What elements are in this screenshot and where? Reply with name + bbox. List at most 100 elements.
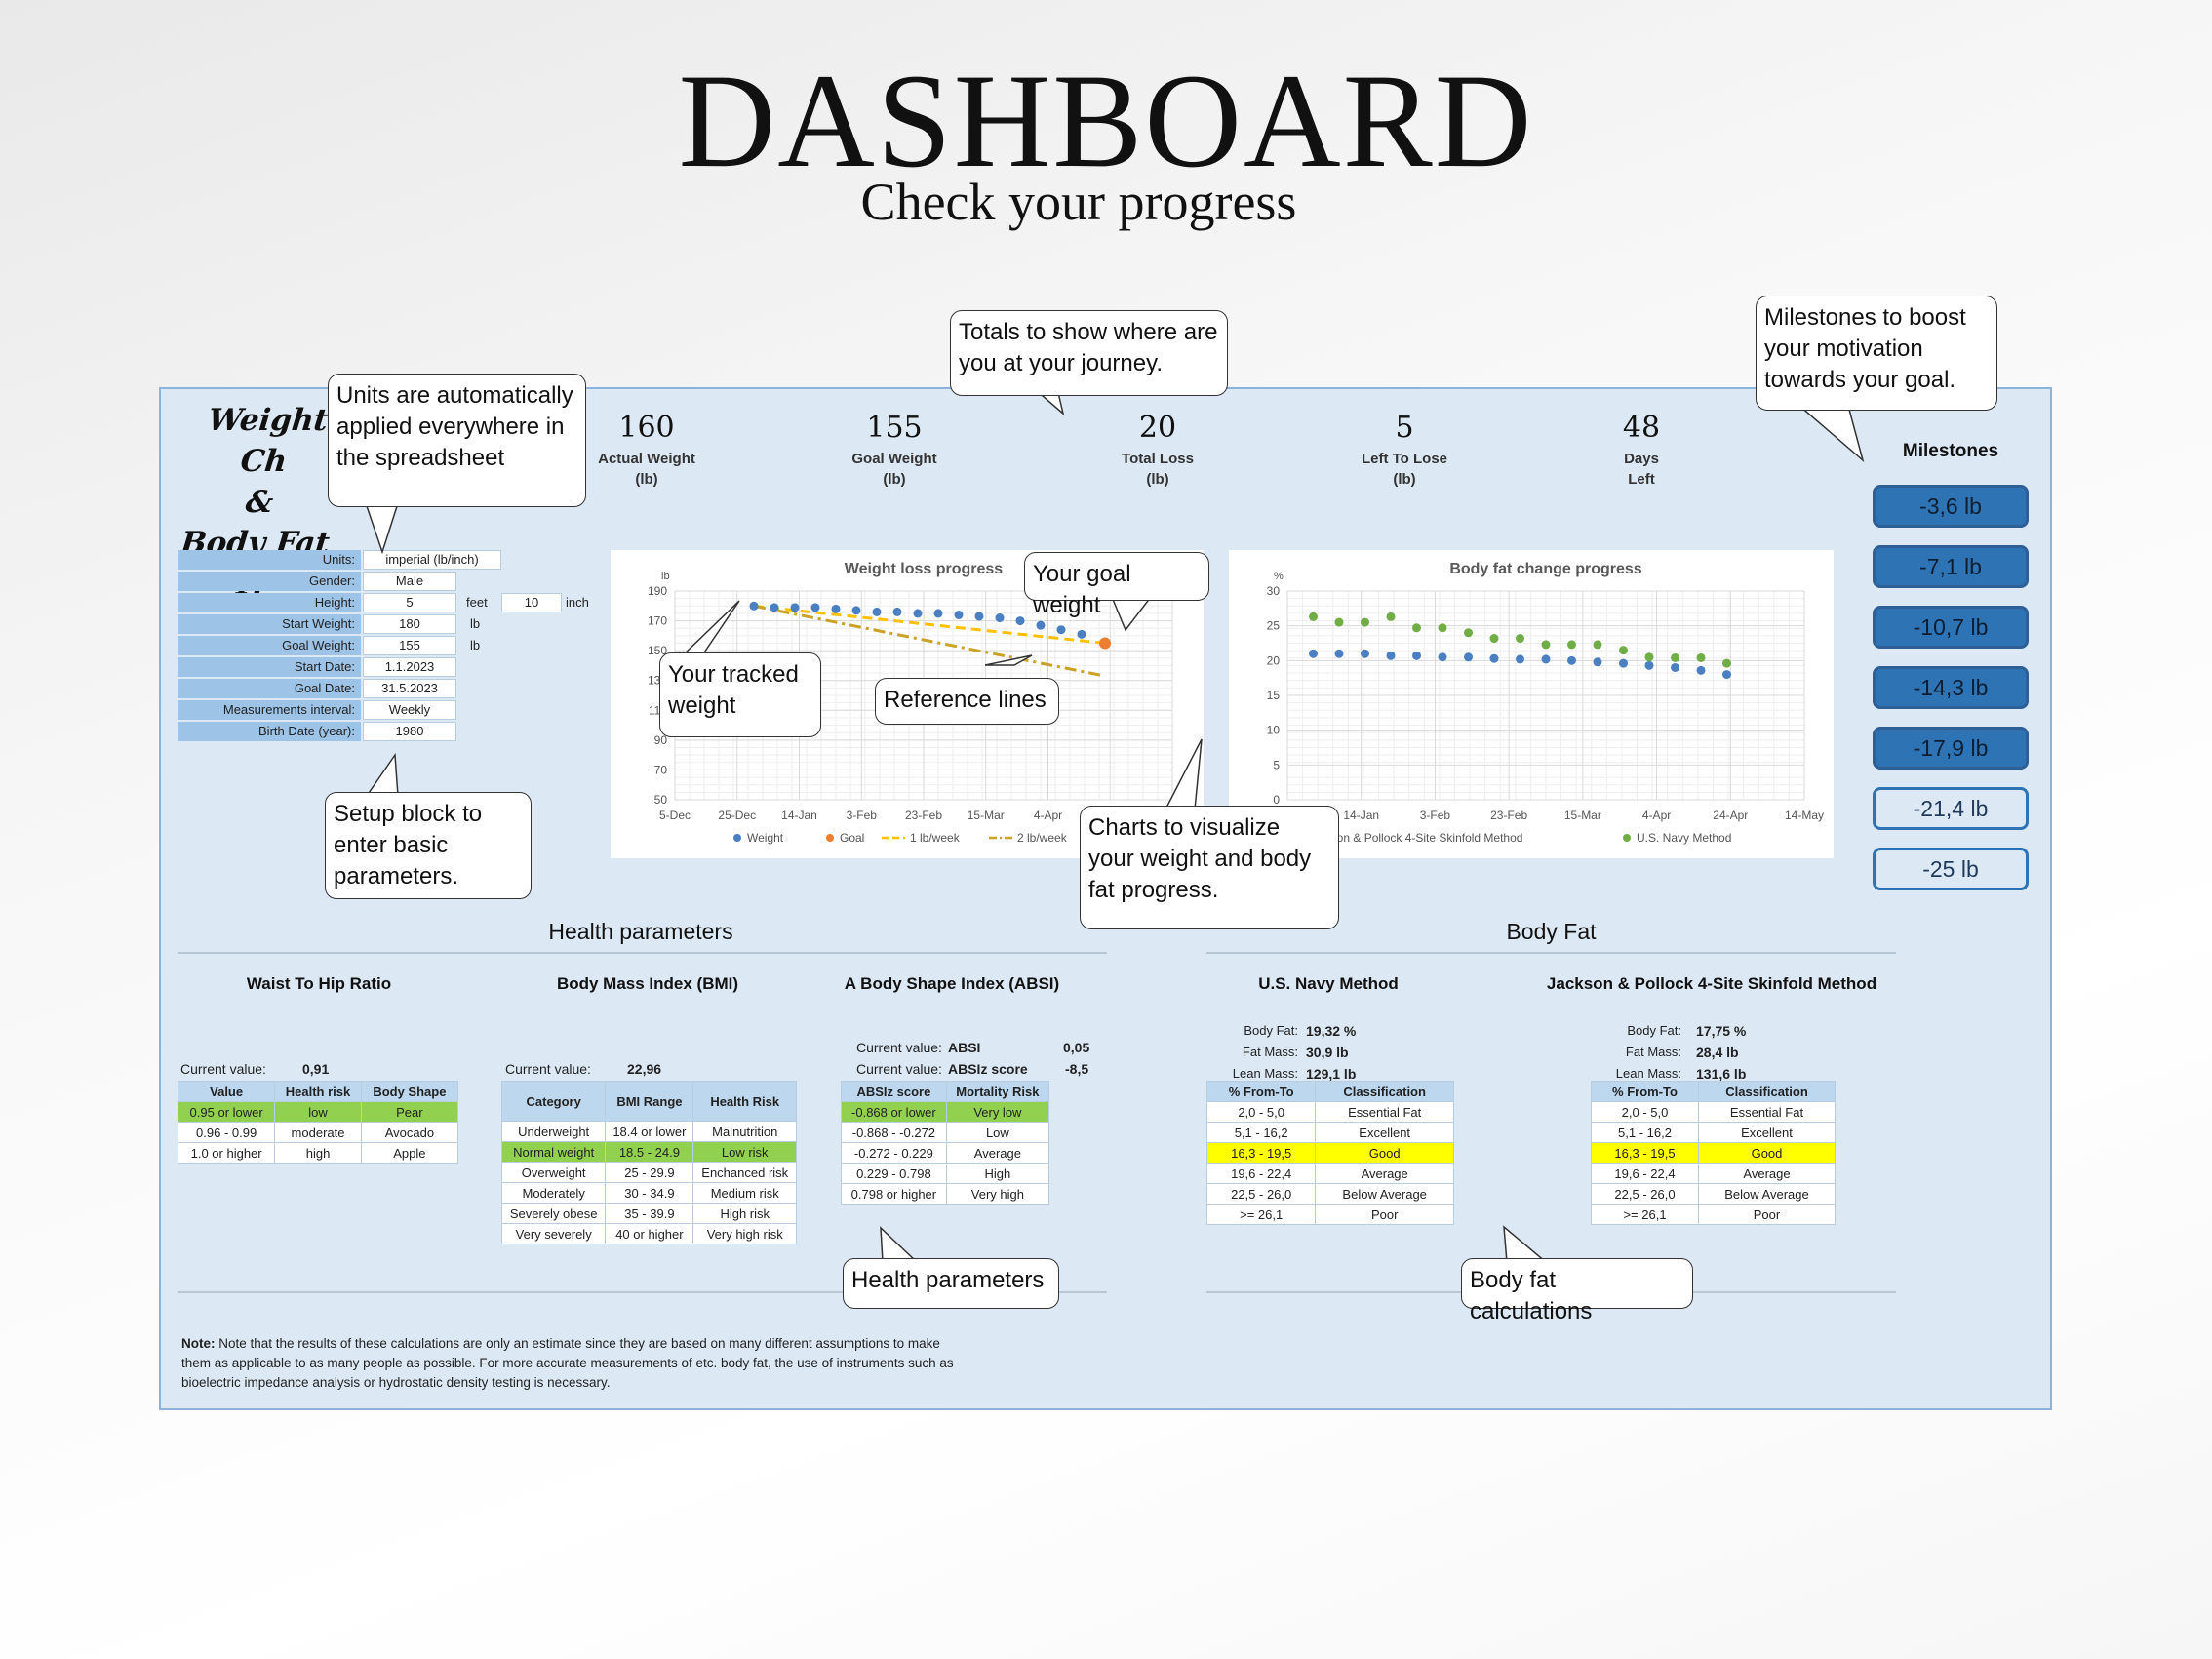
health-section-title: Health parameters: [548, 919, 733, 944]
height-feet-field[interactable]: 5: [363, 593, 456, 612]
absi-z-value: -8,5: [1065, 1061, 1089, 1077]
current-value-label: Current value:: [505, 1061, 591, 1077]
y-tick-label: 50: [654, 793, 668, 807]
callout-tail-bodyfat: [1503, 1225, 1549, 1263]
milestones-title: Milestones: [1902, 441, 1999, 461]
data-point: [1593, 657, 1602, 667]
section-divider: [178, 952, 1107, 954]
x-tick-label: 4-Apr: [1034, 809, 1062, 822]
data-point: [1644, 652, 1654, 662]
milestone-button[interactable]: -10,7 lb: [1873, 606, 2029, 649]
data-point: [851, 606, 861, 615]
current-value-label: Current value:: [180, 1061, 266, 1077]
table-cell: moderate: [274, 1122, 362, 1143]
x-tick-label: 14-Jan: [1343, 809, 1379, 822]
table-cell: 19,6 - 22,4: [1205, 1163, 1317, 1184]
table-row: Underweight 18.4 or lower Malnutrition: [500, 1121, 797, 1142]
data-point: [1567, 640, 1576, 650]
y-tick-label: 20: [1267, 653, 1281, 667]
height-inch-field[interactable]: 10: [501, 593, 562, 612]
whr-title: Waist To Hip Ratio: [246, 974, 392, 993]
fatmass-label: Fat Mass:: [1242, 1045, 1298, 1059]
milestone-button[interactable]: -7,1 lb: [1873, 545, 2029, 588]
table-cell: >= 26,1: [1205, 1204, 1317, 1225]
stat-label: Actual Weight: [598, 451, 695, 467]
table-row: Very severely 40 or higher Very high risk: [500, 1223, 797, 1244]
y-tick-label: 25: [1267, 619, 1281, 633]
x-tick-label: 25-Dec: [718, 809, 756, 822]
milestone-button[interactable]: -21,4 lb: [1873, 787, 2029, 830]
data-point: [1438, 652, 1447, 662]
y-tick-label: 0: [1273, 793, 1280, 807]
stat-unit: (lb): [1393, 471, 1416, 488]
y-tick-label: 90: [654, 733, 668, 747]
table-row: >= 26,1 Poor: [1590, 1204, 1836, 1225]
table-cell: Pear: [360, 1101, 459, 1123]
legend-marker: [826, 834, 834, 842]
start-weight-field[interactable]: 180: [363, 614, 456, 634]
stat-value: 48: [1622, 411, 1661, 445]
bodyfat-label: Body Fat:: [1244, 1023, 1298, 1038]
table-cell: Excellent: [1315, 1122, 1454, 1143]
table-header: % From-To: [1205, 1081, 1317, 1102]
callout-milestones: Milestones to boost your motivation towa…: [1756, 296, 1997, 411]
callout-health: Health parameters: [843, 1258, 1059, 1309]
table-cell: Poor: [1698, 1204, 1836, 1225]
goal-date-field[interactable]: 31.5.2023: [363, 679, 456, 698]
legend-marker: [733, 834, 741, 842]
table-header: Classification: [1698, 1081, 1836, 1102]
table-header: Classification: [1315, 1081, 1454, 1102]
stat-unit: (lb): [1146, 471, 1169, 488]
milestone-button[interactable]: -17,9 lb: [1873, 727, 2029, 770]
goal-weight-field[interactable]: 155: [363, 636, 456, 655]
y-tick-label: 150: [648, 644, 667, 657]
stat-actual-weight: 160 Actual Weight (lb): [549, 414, 744, 490]
data-point: [1334, 649, 1344, 658]
y-tick-label: 15: [1267, 689, 1281, 702]
units-field[interactable]: imperial (lb/inch): [363, 550, 501, 570]
x-tick-label: 5-Dec: [659, 809, 691, 822]
unit-label: lb: [470, 616, 481, 631]
data-point: [1671, 652, 1679, 662]
stat-value: 20: [1138, 411, 1177, 445]
table-cell: 2,0 - 5,0: [1590, 1101, 1700, 1123]
setup-label: Birth Date (year):: [178, 722, 361, 741]
table-cell: Very high: [945, 1183, 1050, 1205]
milestone-button[interactable]: -14,3 lb: [1873, 666, 2029, 709]
table-row: 0.229 - 0.798 High: [841, 1163, 1050, 1184]
whr-current-value: 0,91: [302, 1061, 330, 1077]
x-tick-label: 15-Mar: [968, 809, 1005, 822]
table-cell: Underweight: [500, 1121, 607, 1142]
navy-labels: Body Fat: Fat Mass: Lean Mass:: [1206, 1020, 1298, 1085]
stat-goal-weight: 155 Goal Weight (lb): [797, 414, 992, 490]
navy-fatmass-value: 30,9 lb: [1306, 1045, 1349, 1060]
table-header: Health Risk: [692, 1081, 797, 1122]
bodyfat-chart: 0 5 10 15 20 25 30 14-Jan 3-Feb 23-Feb 15-Mar 4-Apr…: [1229, 550, 1834, 858]
navy-title: U.S. Navy Method: [1258, 974, 1399, 993]
leanmass-label: Lean Mass:: [1232, 1066, 1298, 1081]
bodyfat-section-title: Body Fat: [1506, 919, 1597, 944]
gender-field[interactable]: Male: [363, 572, 456, 591]
milestone-button[interactable]: -25 lb: [1873, 848, 2029, 890]
interval-dropdown[interactable]: Weekly: [363, 700, 456, 720]
data-point: [1696, 665, 1706, 675]
table-cell: High risk: [692, 1203, 797, 1224]
data-point: [995, 613, 1005, 623]
note-text: Note that the results of these calculati…: [181, 1336, 954, 1390]
callout-bodyfat: Body fat calculations: [1461, 1258, 1693, 1324]
milestone-button[interactable]: -3,6 lb: [1873, 485, 2029, 528]
navy-leanmass-value: 129,1 lb: [1306, 1066, 1357, 1082]
data-point: [1593, 640, 1602, 650]
table-cell: Severely obese: [500, 1203, 607, 1224]
unit-label: lb: [470, 638, 481, 652]
data-point: [1516, 654, 1524, 664]
table-cell: Apple: [360, 1142, 459, 1164]
stat-label: Total Loss: [1122, 451, 1194, 467]
start-date-field[interactable]: 1.1.2023: [363, 657, 456, 677]
jp-labels: Body Fat: Fat Mass: Lean Mass:: [1590, 1020, 1681, 1085]
table-cell: Good: [1315, 1142, 1454, 1164]
table-row: 5,1 - 16,2 Excellent: [1590, 1122, 1836, 1143]
bmi-table: Category BMI Range Health Risk Underweight…: [500, 1081, 797, 1244]
birth-year-field[interactable]: 1980: [363, 722, 456, 741]
table-cell: 40 or higher: [605, 1223, 694, 1244]
